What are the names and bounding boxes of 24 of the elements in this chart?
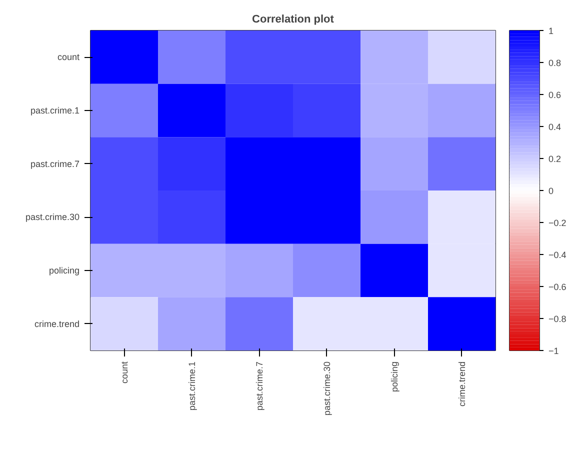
x-tick-label: past.crime.7 bbox=[254, 361, 264, 411]
color-bar-label: 0.6 bbox=[548, 90, 562, 100]
color-bar-label: 0.8 bbox=[548, 58, 562, 68]
x-tick-label: past.crime.30 bbox=[322, 361, 332, 416]
y-tick-label: count bbox=[57, 52, 80, 62]
y-tick-label: past.crime.30 bbox=[25, 212, 80, 222]
y-tick-label: policing bbox=[48, 266, 80, 276]
x-tick-label: past.crime.1 bbox=[186, 361, 197, 411]
color-bar-label: 0.4 bbox=[548, 122, 562, 132]
x-tick-label: crime.trend bbox=[456, 362, 467, 407]
y-tick-label: crime.trend bbox=[34, 318, 80, 329]
color-bar-label: −1 bbox=[548, 346, 559, 356]
color-bar-label: −0.4 bbox=[548, 250, 566, 260]
y-tick-label: past.crime.1 bbox=[30, 106, 80, 116]
x-tick-label: policing bbox=[389, 361, 400, 392]
color-bar-label: 0.2 bbox=[548, 154, 562, 164]
color-bar-label: −0.2 bbox=[548, 218, 566, 228]
color-bar-label: −0.8 bbox=[548, 314, 566, 324]
x-tick-label: count bbox=[119, 361, 130, 384]
y-tick-label: past.crime.7 bbox=[30, 158, 80, 169]
color-bar-label: 1 bbox=[548, 26, 554, 36]
color-bar-label: −0.6 bbox=[548, 282, 566, 292]
chart-title: Correlation plot bbox=[252, 14, 334, 26]
color-bar-label: 0 bbox=[548, 186, 554, 196]
